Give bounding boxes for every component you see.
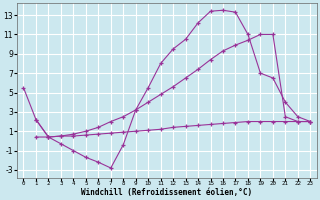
X-axis label: Windchill (Refroidissement éolien,°C): Windchill (Refroidissement éolien,°C)	[81, 188, 252, 197]
